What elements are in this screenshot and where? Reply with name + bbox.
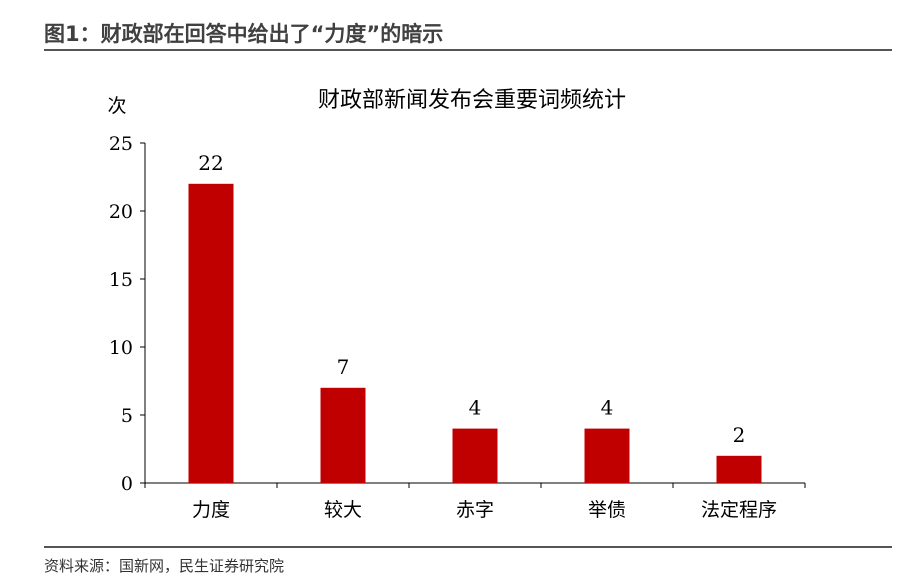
x-tick-label: 举债 xyxy=(588,499,626,521)
data-label: 4 xyxy=(469,396,482,420)
bar xyxy=(452,428,498,483)
data-label: 4 xyxy=(601,396,614,420)
data-label: 22 xyxy=(198,151,223,175)
source-note: 资料来源：国新网，民生证券研究院 xyxy=(44,557,285,575)
x-tick-label: 法定程序 xyxy=(701,499,777,521)
chart-title: 财政部新闻发布会重要词频统计 xyxy=(318,88,626,113)
x-tick-label: 赤字 xyxy=(456,499,494,521)
data-label: 2 xyxy=(733,423,746,447)
bar xyxy=(584,428,630,483)
x-tick-label: 力度 xyxy=(192,499,230,521)
bar xyxy=(188,183,234,484)
y-axis: 0 5 10 15 20 25 xyxy=(109,133,146,495)
y-tick-label: 0 xyxy=(121,473,133,495)
y-tick-label: 5 xyxy=(121,405,133,427)
y-tick-label: 15 xyxy=(109,269,133,291)
figure-title: 图1：财政部在回答中给出了“力度”的暗示 xyxy=(44,22,444,46)
bar-series xyxy=(188,183,762,484)
x-axis: 力度 较大 赤字 举债 法定程序 xyxy=(144,482,806,521)
bottom-rule xyxy=(44,546,892,548)
y-tick-label: 25 xyxy=(109,133,133,155)
bar xyxy=(716,455,762,483)
bar xyxy=(320,387,366,483)
data-labels: 22 7 4 4 2 xyxy=(198,151,745,447)
top-rule xyxy=(44,49,892,51)
y-tick-label: 10 xyxy=(109,337,133,359)
y-axis-unit-label: 次 xyxy=(107,95,126,117)
data-label: 7 xyxy=(337,355,350,379)
y-tick-label: 20 xyxy=(109,201,133,223)
x-tick-label: 较大 xyxy=(324,499,362,521)
